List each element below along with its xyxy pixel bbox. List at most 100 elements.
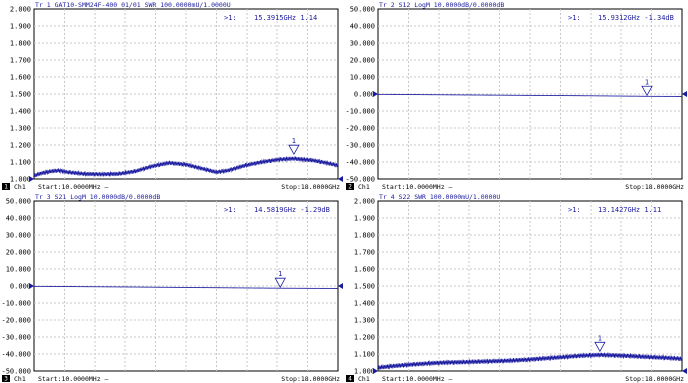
reference-level-marker-left <box>373 91 378 97</box>
y-tick-label: -40.000 <box>1 351 31 359</box>
reference-level-marker-right <box>682 91 687 97</box>
y-tick-label: -30.000 <box>1 334 31 342</box>
marker-readout-label: >1: <box>568 14 581 22</box>
channel-number: 4 <box>348 376 352 383</box>
start-frequency: Start:10.0000MHz — <box>382 183 453 191</box>
channel-number: 3 <box>4 376 8 383</box>
reference-level-marker-right <box>338 283 343 289</box>
y-tick-label: -40.000 <box>345 159 375 167</box>
channel-number: 1 <box>4 184 8 191</box>
y-tick-label: -20.000 <box>1 317 31 325</box>
trace-chart-2: 50.000 40.000 30.000 20.000 10.000 0.000 -10.0… <box>345 1 687 191</box>
trace-header: Tr 4 S22 SWR 100.0000mU/1.0000U <box>379 193 500 201</box>
reference-level-marker-left <box>29 176 34 182</box>
marker-readout-label: >1: <box>568 206 581 214</box>
reference-level-marker-left <box>373 368 378 374</box>
channel-badge <box>2 183 10 190</box>
marker-readout-value: 15.9312GHz -1.34dB <box>598 14 674 22</box>
y-tick-label: 50.000 <box>6 198 31 206</box>
marker-readout-value: 15.3915GHz 1.14 <box>254 14 317 22</box>
y-tick-label: 1.700 <box>354 249 375 257</box>
trace-line <box>377 93 683 98</box>
y-tick-label: 1.600 <box>10 74 31 82</box>
channel-number: 2 <box>348 184 352 191</box>
y-tick-label: 1.700 <box>10 57 31 65</box>
trace-chart-3: 50.000 40.000 30.000 20.000 10.000 0.000 -10.0… <box>1 193 343 383</box>
trace-panel-4: 2.000 1.900 1.800 1.700 1.600 1.500 1.400 1.300… <box>344 192 688 383</box>
y-tick-label: 2.000 <box>10 6 31 14</box>
y-tick-label: 1.800 <box>354 232 375 240</box>
start-frequency: Start:10.0000MHz — <box>38 375 109 383</box>
y-tick-label: -50.000 <box>1 368 31 376</box>
marker-1-number: 1 <box>292 137 296 145</box>
trace-header: Tr 2 S12 LogM 10.0000dB/0.0000dB <box>379 1 504 9</box>
y-tick-label: 10.000 <box>350 74 375 82</box>
stop-frequency: Stop:18.0000GHz <box>625 183 684 191</box>
marker-1-number: 1 <box>645 78 649 86</box>
y-tick-label: 1.200 <box>10 142 31 150</box>
y-tick-label: 10.000 <box>6 266 31 274</box>
y-tick-label: -10.000 <box>1 300 31 308</box>
y-tick-label: -20.000 <box>345 125 375 133</box>
y-tick-label: 1.500 <box>10 91 31 99</box>
y-tick-label: 40.000 <box>350 23 375 31</box>
start-frequency: Start:10.0000MHz — <box>38 183 109 191</box>
trace-line <box>377 351 683 370</box>
y-tick-label: 30.000 <box>350 40 375 48</box>
y-tick-label: 1.400 <box>354 300 375 308</box>
trace-header: Tr 3 S21 LogM 10.0000dB/0.0000dB <box>35 193 160 201</box>
marker-readout-value: 13.1427GHz 1.11 <box>598 206 661 214</box>
trace-line <box>33 155 339 178</box>
trace-header: Tr 1 GAT10-SMM24F-400 01/01 SWR 100.0000… <box>35 1 231 9</box>
trace-chart-4: 2.000 1.900 1.800 1.700 1.600 1.500 1.400 1.300… <box>346 193 687 383</box>
channel-label: Ch1 <box>14 375 26 383</box>
trace-line <box>33 285 339 290</box>
y-tick-label: 20.000 <box>350 57 375 65</box>
y-tick-label: 0.000 <box>354 91 375 99</box>
marker-1-triangle[interactable] <box>288 144 300 156</box>
marker-1-number: 1 <box>278 270 282 278</box>
stop-frequency: Stop:18.0000GHz <box>625 375 684 383</box>
start-frequency: Start:10.0000MHz — <box>382 375 453 383</box>
reference-level-marker-left <box>29 283 34 289</box>
marker-readout-label: >1: <box>224 14 237 22</box>
y-tick-label: 1.900 <box>354 215 375 223</box>
trace-panel-1: 2.000 1.900 1.800 1.700 1.600 1.500 1.400 1.300… <box>0 0 344 191</box>
reference-level-marker-right <box>682 368 687 374</box>
channel-label: Ch1 <box>358 375 370 383</box>
y-tick-label: -50.000 <box>345 176 375 184</box>
y-tick-label: 1.400 <box>10 108 31 116</box>
marker-1-triangle[interactable] <box>594 341 606 353</box>
y-tick-label: 1.100 <box>354 351 375 359</box>
marker-1-triangle[interactable] <box>641 85 653 97</box>
trace-panel-2: 50.000 40.000 30.000 20.000 10.000 0.000 -10.0… <box>344 0 688 191</box>
channel-badge <box>2 375 10 382</box>
reference-level-marker-right <box>338 176 343 182</box>
channel-label: Ch1 <box>14 183 26 191</box>
y-tick-label: 20.000 <box>6 249 31 257</box>
y-tick-label: 1.800 <box>10 40 31 48</box>
trace-panel-3: 50.000 40.000 30.000 20.000 10.000 0.000 -10.0… <box>0 192 344 383</box>
y-tick-label: 40.000 <box>6 215 31 223</box>
channel-label: Ch1 <box>358 183 370 191</box>
y-tick-label: 1.200 <box>354 334 375 342</box>
y-tick-label: 1.300 <box>10 125 31 133</box>
y-tick-label: 1.300 <box>354 317 375 325</box>
y-tick-label: 1.500 <box>354 283 375 291</box>
channel-badge <box>346 375 354 382</box>
trace-chart-1: 2.000 1.900 1.800 1.700 1.600 1.500 1.400 1.300… <box>2 1 343 191</box>
y-tick-label: 1.100 <box>10 159 31 167</box>
stop-frequency: Stop:18.0000GHz <box>281 375 340 383</box>
y-tick-label: -10.000 <box>345 108 375 116</box>
marker-readout-label: >1: <box>224 206 237 214</box>
channel-badge <box>346 183 354 190</box>
stop-frequency: Stop:18.0000GHz <box>281 183 340 191</box>
marker-readout-value: 14.5819GHz -1.29dB <box>254 206 330 214</box>
marker-1-triangle[interactable] <box>274 277 286 289</box>
y-tick-label: 0.000 <box>10 283 31 291</box>
y-tick-label: 2.000 <box>354 198 375 206</box>
y-tick-label: 1.600 <box>354 266 375 274</box>
y-tick-label: 1.900 <box>10 23 31 31</box>
marker-1-number: 1 <box>598 334 602 342</box>
